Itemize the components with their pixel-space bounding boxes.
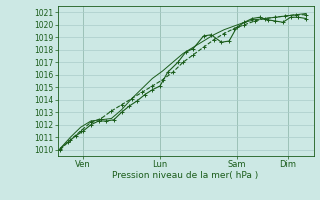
X-axis label: Pression niveau de la mer( hPa ): Pression niveau de la mer( hPa ) <box>112 171 259 180</box>
